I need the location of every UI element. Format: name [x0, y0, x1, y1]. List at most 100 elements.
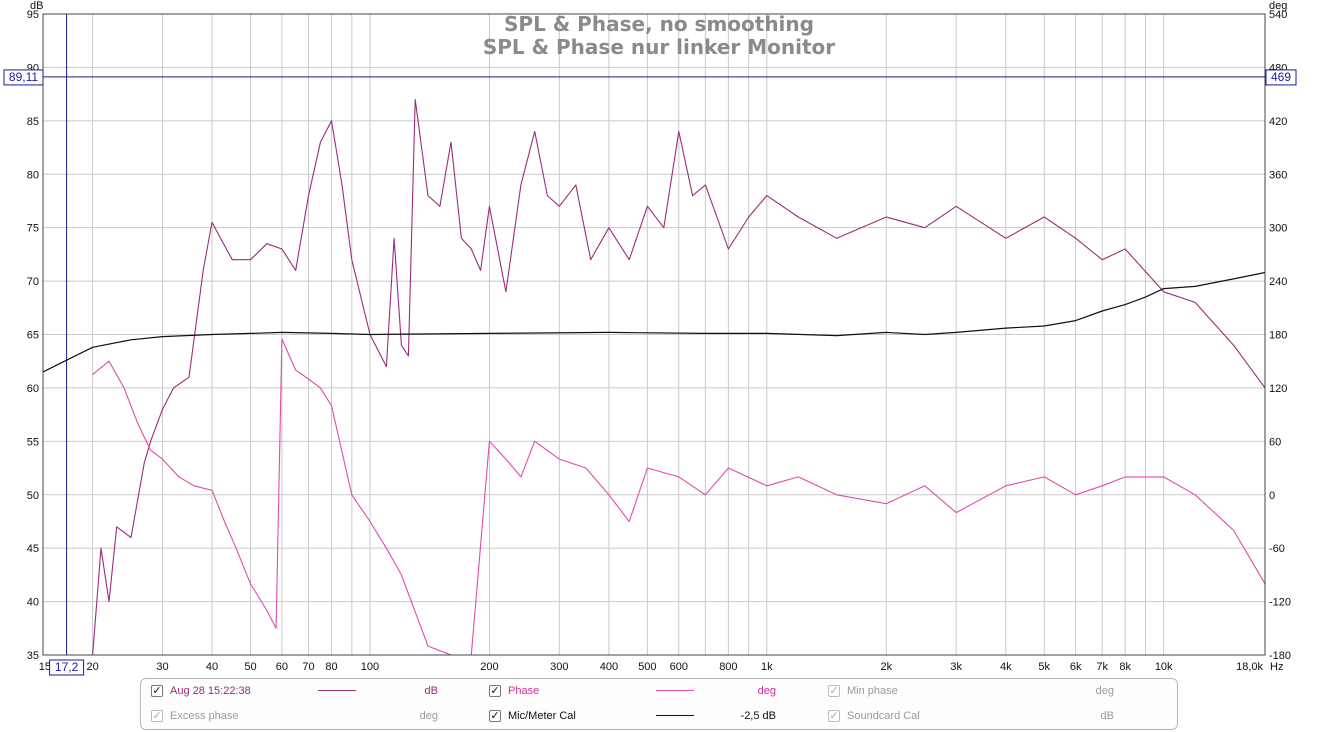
right-tick-label: 240 — [1269, 276, 1287, 288]
right-tick-label: 60 — [1269, 436, 1281, 448]
right-tick-label: 360 — [1269, 169, 1287, 181]
checkbox-mic-cal[interactable]: ✓ — [489, 709, 501, 722]
legend-unit-soundcard-cal: dB — [1100, 710, 1114, 722]
series-line-phase — [92, 338, 1266, 656]
legend-item-min-phase[interactable]: ✓ Min phase — [828, 680, 898, 702]
x-tick-label: 1k — [761, 661, 773, 673]
right-tick-label: 180 — [1269, 330, 1287, 342]
x-tick-label: 80 — [325, 661, 337, 673]
legend-unit-phase: deg — [757, 685, 776, 697]
series-layer — [42, 98, 1266, 656]
x-axis-ticks: 15 20 30 40 50 60 70 80 100 200 300 400 500 600 800 1k 2… — [39, 661, 1264, 673]
left-tick-label: 65 — [27, 330, 39, 342]
left-tick-label: 35 — [27, 650, 39, 662]
right-tick-label: 540 — [1269, 9, 1287, 21]
legend-row-2: ✓ Excess phase deg ✓ Mic/Meter Cal -2,5 … — [141, 705, 1177, 727]
right-tick-label: -180 — [1269, 650, 1291, 662]
legend-label-phase: Phase — [508, 685, 540, 697]
legend-item-soundcard-cal[interactable]: ✓ Soundcard Cal — [828, 705, 920, 727]
legend-swatch-phase — [656, 690, 694, 691]
x-tick-label: 4k — [1000, 661, 1012, 673]
plot-frame — [42, 13, 1266, 656]
x-axis-unit: Hz — [1270, 661, 1283, 673]
x-tick-label: 7k — [1096, 661, 1108, 673]
right-tick-label: 0 — [1269, 490, 1275, 502]
cursor-deg-value: 469 — [1271, 70, 1291, 84]
checkbox-soundcard-cal[interactable]: ✓ — [828, 709, 840, 722]
cursor-freq-box — [49, 659, 85, 676]
x-tick-label: 800 — [719, 661, 737, 673]
left-tick-label: 85 — [27, 116, 39, 128]
cursor-db-value: 89,11 — [9, 70, 38, 84]
legend-label-min-phase: Min phase — [847, 685, 898, 697]
left-tick-label: 80 — [27, 169, 39, 181]
legend-item-measurement[interactable]: ✓ Aug 28 15:22:38 — [151, 680, 251, 702]
right-tick-label: -120 — [1269, 597, 1291, 609]
checkbox-min-phase[interactable]: ✓ — [828, 684, 840, 697]
x-tick-label: 50 — [244, 661, 256, 673]
x-tick-label: 70 — [302, 661, 314, 673]
y-grid — [43, 66, 1265, 603]
legend-unit-measurement: dB — [424, 685, 438, 697]
right-tick-label: 420 — [1269, 116, 1287, 128]
x-tick-label: 2k — [880, 661, 892, 673]
left-tick-label: 50 — [27, 490, 39, 502]
legend-panel: ✓ Aug 28 15:22:38 dB ✓ Phase deg ✓ Min p… — [140, 678, 1178, 730]
x-tick-label: 400 — [600, 661, 618, 673]
left-tick-label: 40 — [27, 597, 39, 609]
x-tick-label: 500 — [638, 661, 656, 673]
left-tick-label: 70 — [27, 276, 39, 288]
x-tick-label: 200 — [480, 661, 498, 673]
x-tick-label: 15 — [39, 661, 51, 673]
legend-unit-excess-phase: deg — [419, 710, 438, 722]
left-tick-label: 55 — [27, 436, 39, 448]
x-tick-label: 100 — [361, 661, 379, 673]
legend-item-mic-cal[interactable]: ✓ Mic/Meter Cal — [489, 705, 576, 727]
chart-subtitle: SPL & Phase nur linker Monitor — [483, 35, 835, 59]
legend-swatch-mic-cal — [656, 715, 694, 716]
checkbox-excess-phase[interactable]: ✓ — [151, 709, 163, 722]
x-tick-label: 40 — [206, 661, 218, 673]
legend-label-soundcard-cal: Soundcard Cal — [847, 710, 920, 722]
legend-item-phase[interactable]: ✓ Phase — [489, 680, 539, 702]
legend-unit-min-phase: deg — [1095, 685, 1114, 697]
cursor-freq-value: 17,2 — [55, 660, 79, 674]
x-tick-label: 20 — [86, 661, 98, 673]
x-tick-label: 18,0k — [1236, 661, 1263, 673]
cursor-db-box — [3, 69, 44, 86]
right-tick-label: 120 — [1269, 383, 1287, 395]
right-tick-label: 300 — [1269, 223, 1287, 235]
cursor[interactable]: 89,11 469 17,2 — [3, 14, 1297, 676]
legend-row-1: ✓ Aug 28 15:22:38 dB ✓ Phase deg ✓ Min p… — [141, 680, 1177, 702]
legend-label-excess-phase: Excess phase — [170, 710, 239, 722]
legend-label-measurement: Aug 28 15:22:38 — [170, 685, 251, 697]
series-line-mic-cal — [42, 271, 1266, 373]
legend-label-mic-cal: Mic/Meter Cal — [508, 710, 576, 722]
legend-unit-mic-cal: -2,5 dB — [740, 710, 776, 722]
checkbox-measurement[interactable]: ✓ — [151, 684, 163, 697]
x-tick-label: 300 — [550, 661, 568, 673]
x-tick-label: 3k — [950, 661, 962, 673]
legend-item-excess-phase[interactable]: ✓ Excess phase — [151, 705, 238, 727]
right-axis-unit: deg — [1269, 0, 1287, 12]
left-tick-label: 45 — [27, 543, 39, 555]
x-tick-label: 5k — [1038, 661, 1050, 673]
chart-title: SPL & Phase, no smoothing — [504, 12, 814, 36]
left-axis-unit: dB — [30, 0, 43, 12]
cursor-deg-box — [1265, 69, 1297, 86]
x-tick-label: 30 — [156, 661, 168, 673]
series-line-spl — [92, 98, 1266, 656]
x-tick-label: 10k — [1155, 661, 1173, 673]
left-tick-label: 60 — [27, 383, 39, 395]
right-tick-label: -60 — [1269, 543, 1285, 555]
x-tick-label: 6k — [1070, 661, 1082, 673]
left-tick-label: 95 — [27, 9, 39, 21]
legend-swatch-measurement — [318, 690, 356, 691]
x-tick-label: 600 — [670, 661, 688, 673]
checkbox-phase[interactable]: ✓ — [489, 684, 501, 697]
x-tick-label: 8k — [1119, 661, 1131, 673]
x-tick-label: 60 — [276, 661, 288, 673]
